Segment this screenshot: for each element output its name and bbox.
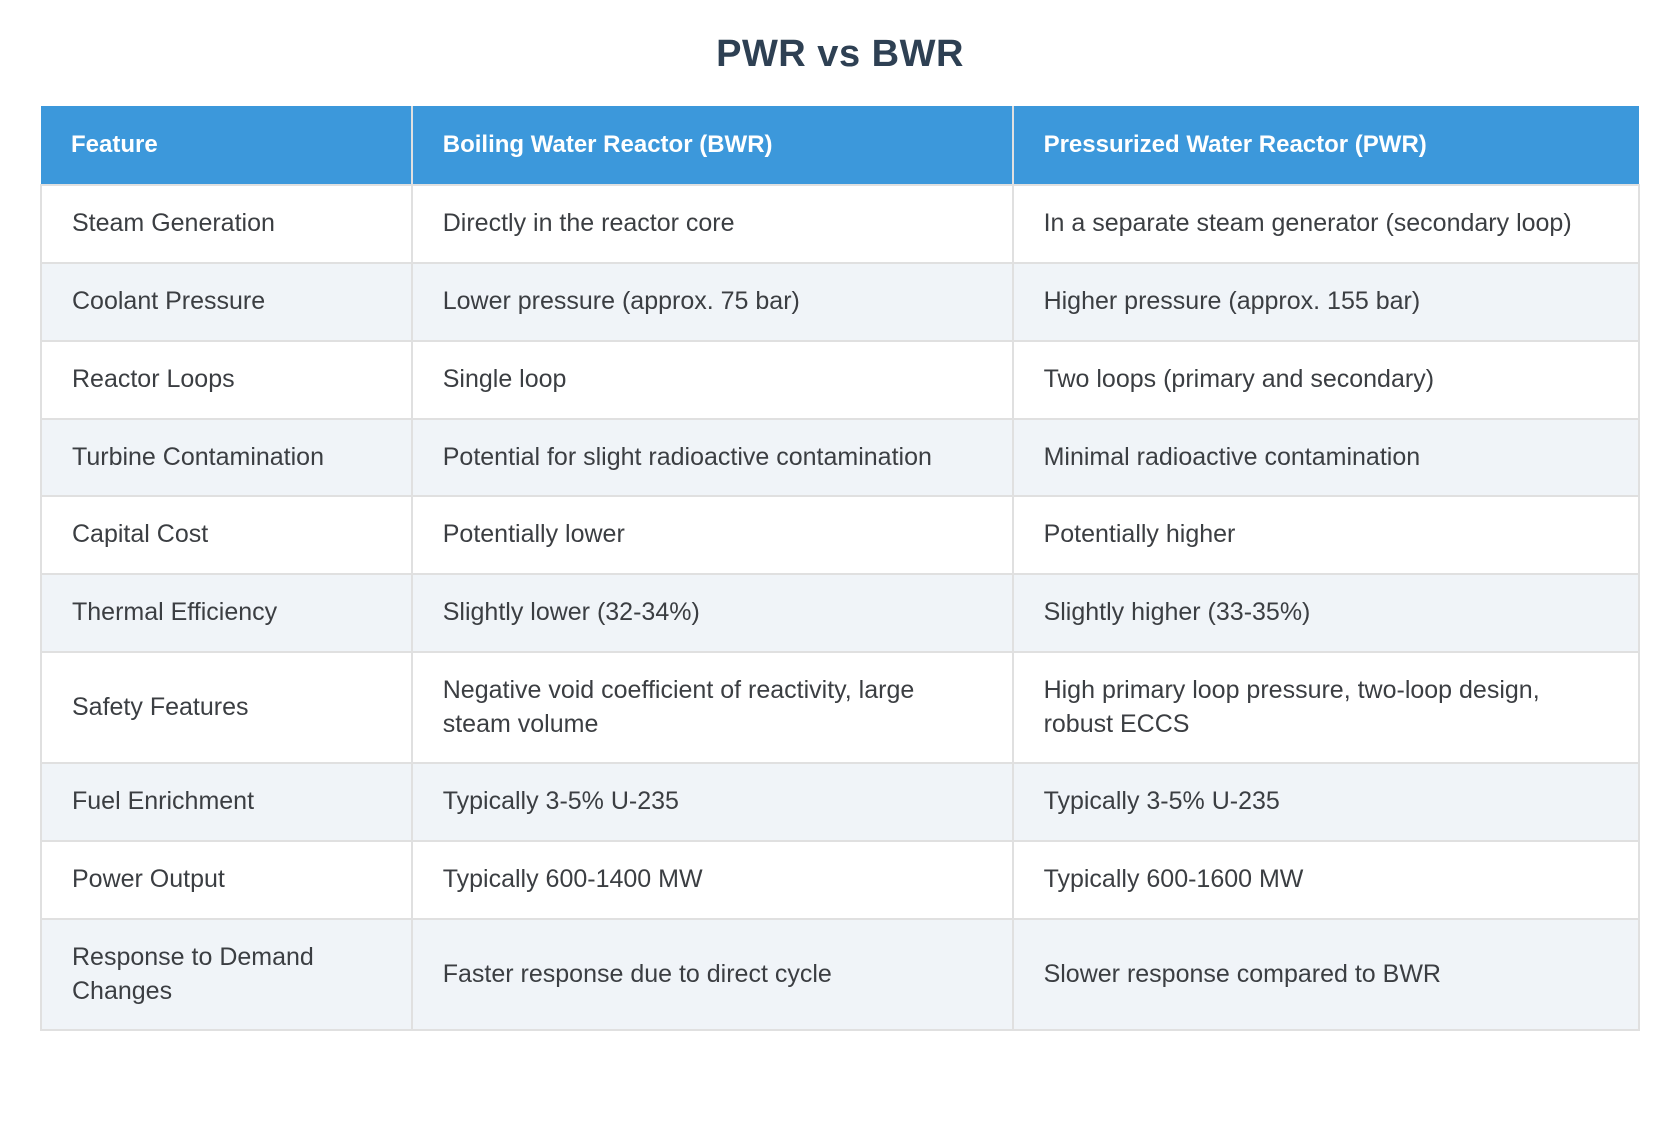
table-row: Steam Generation Directly in the reactor… — [40, 184, 1641, 265]
bwr-cell: Typically 3-5% U-235 — [410, 762, 1014, 843]
bwr-cell: Negative void coefficient of reactivity,… — [410, 650, 1014, 765]
table-row: Turbine Contamination Potential for slig… — [40, 417, 1641, 498]
pwr-cell: Slightly higher (33-35%) — [1011, 573, 1641, 653]
column-header-bwr: Boiling Water Reactor (BWR) — [410, 105, 1014, 187]
feature-cell: Turbine Contamination — [40, 417, 413, 498]
pwr-cell: Higher pressure (approx. 155 bar) — [1011, 262, 1641, 342]
bwr-cell: Typically 600-1400 MW — [410, 840, 1014, 920]
pwr-cell: Minimal radioactive contamination — [1011, 417, 1641, 498]
header-row: Feature Boiling Water Reactor (BWR) Pres… — [41, 105, 1639, 187]
feature-cell: Response to Demand Changes — [40, 917, 413, 1032]
column-header-feature: Feature — [41, 105, 413, 187]
bwr-cell: Single loop — [410, 339, 1014, 420]
column-header-pwr: Pressurized Water Reactor (PWR) — [1011, 105, 1639, 187]
table-row: Capital Cost Potentially lower Potential… — [40, 495, 1641, 576]
table-row: Reactor Loops Single loop Two loops (pri… — [40, 339, 1641, 420]
comparison-table: Feature Boiling Water Reactor (BWR) Pres… — [40, 105, 1641, 1032]
pwr-cell: Two loops (primary and secondary) — [1011, 339, 1641, 420]
table-row: Response to Demand Changes Faster respon… — [40, 917, 1641, 1032]
feature-cell: Fuel Enrichment — [40, 762, 413, 843]
bwr-cell: Potentially lower — [410, 495, 1014, 576]
table-row: Power Output Typically 600-1400 MW Typic… — [40, 840, 1641, 920]
pwr-cell: High primary loop pressure, two-loop des… — [1011, 650, 1641, 765]
pwr-cell: Slower response compared to BWR — [1011, 917, 1641, 1032]
table-row: Safety Features Negative void coefficien… — [40, 650, 1641, 765]
feature-cell: Power Output — [40, 840, 413, 920]
feature-cell: Capital Cost — [40, 495, 413, 576]
bwr-cell: Potential for slight radioactive contami… — [410, 417, 1014, 498]
table-row: Fuel Enrichment Typically 3-5% U-235 Typ… — [40, 762, 1641, 843]
table-row: Coolant Pressure Lower pressure (approx.… — [40, 262, 1641, 342]
bwr-cell: Directly in the reactor core — [410, 184, 1014, 265]
table-row: Thermal Efficiency Slightly lower (32-34… — [40, 573, 1641, 653]
bwr-cell: Slightly lower (32-34%) — [410, 573, 1014, 653]
pwr-cell: In a separate steam generator (secondary… — [1011, 184, 1641, 265]
pwr-cell: Typically 600-1600 MW — [1011, 840, 1641, 920]
bwr-cell: Lower pressure (approx. 75 bar) — [410, 262, 1014, 342]
feature-cell: Steam Generation — [40, 184, 413, 265]
feature-cell: Reactor Loops — [40, 339, 413, 420]
feature-cell: Coolant Pressure — [40, 262, 413, 342]
feature-cell: Safety Features — [40, 650, 413, 765]
pwr-cell: Potentially higher — [1011, 495, 1641, 576]
feature-cell: Thermal Efficiency — [40, 573, 413, 653]
bwr-cell: Faster response due to direct cycle — [410, 917, 1014, 1032]
page-title: PWR vs BWR — [716, 33, 964, 75]
pwr-cell: Typically 3-5% U-235 — [1011, 762, 1641, 843]
page: PWR vs BWR Feature Boiling Water Reactor… — [0, 32, 1680, 1032]
